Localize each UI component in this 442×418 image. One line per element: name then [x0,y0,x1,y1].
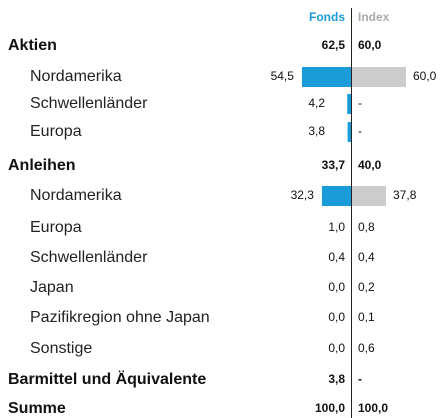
fonds-value: 62,5 [322,38,346,52]
fonds-value: 54,5 [271,69,295,83]
row-label: Sonstige [30,340,92,357]
fonds-value: 0,0 [328,280,345,294]
index-bar [352,186,387,206]
fonds-value: 32,3 [291,188,315,202]
fonds-value: 0,0 [328,310,345,324]
fonds-value: 100,0 [315,401,345,415]
row-label: Aktien [8,37,57,54]
index-value: 0,4 [358,250,375,264]
index-value: 0,1 [358,310,375,324]
row-label: Schwellenländer [30,95,148,112]
fonds-bar [321,186,351,206]
fonds-value: 3,8 [328,372,345,386]
index-value: - [358,124,362,138]
index-bar [352,67,406,87]
fonds-value: 4,2 [308,96,325,110]
fonds-bar [301,67,351,87]
fonds-value: 3,8 [308,124,325,138]
row-label: Nordamerika [30,187,122,204]
fonds-bar [347,94,351,114]
index-value: 60,0 [358,38,382,52]
fonds-value: 0,4 [328,250,345,264]
fonds-value: 33,7 [322,158,346,172]
row-label: Barmittel und Äquivalente [8,370,206,388]
index-value: 0,8 [358,220,375,234]
index-value: 100,0 [358,401,388,415]
index-value: 37,8 [393,188,417,202]
fonds-header: Fonds [309,10,345,24]
row-label: Pazifikregion ohne Japan [30,309,210,326]
index-header: Index [358,10,390,24]
row-label: Japan [30,279,74,296]
index-value: 0,6 [358,341,375,355]
index-value: - [358,372,362,386]
row-label: Europa [30,219,82,236]
index-value: 0,2 [358,280,375,294]
row-label: Schwellenländer [30,249,148,266]
index-value: 60,0 [413,69,437,83]
fonds-value: 1,0 [328,220,345,234]
fonds-value: 0,0 [328,341,345,355]
row-label: Anleihen [8,157,76,174]
row-label: Summe [8,400,66,417]
index-value: 40,0 [358,158,382,172]
row-label: Europa [30,123,82,140]
index-value: - [358,96,362,110]
fonds-bar [347,122,351,142]
row-label: Nordamerika [30,68,122,85]
